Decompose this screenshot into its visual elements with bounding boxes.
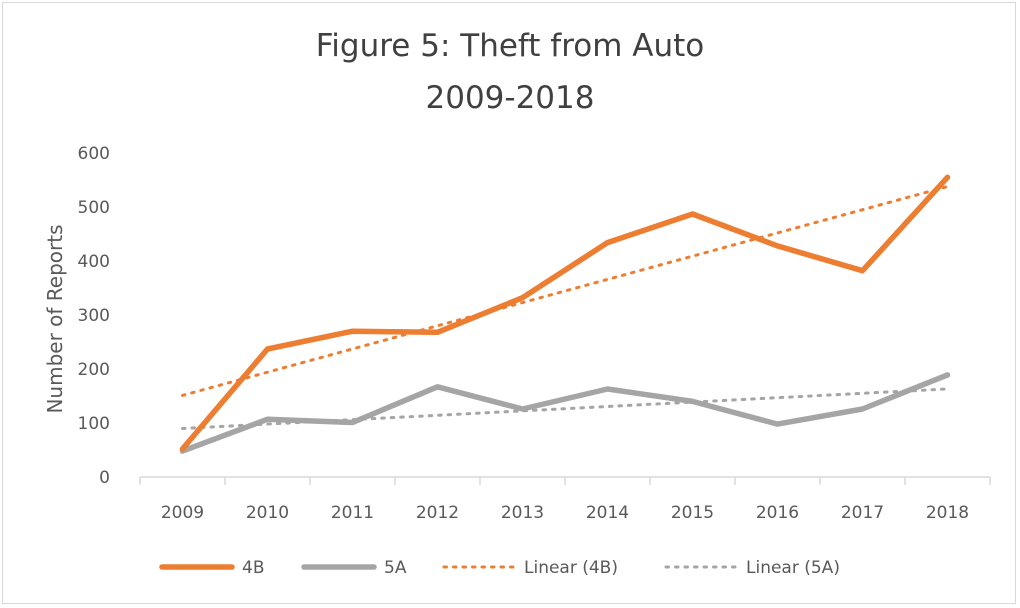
x-tick-label: 2012 <box>416 503 459 523</box>
x-tick-label: 2015 <box>671 503 714 523</box>
x-tick-label: 2017 <box>841 503 884 523</box>
y-axis-ticks: 0 100 200 300 400 500 600 <box>78 144 110 488</box>
y-tick-label: 500 <box>78 198 110 218</box>
y-tick-label: 300 <box>78 306 110 326</box>
y-tick-label: 600 <box>78 144 110 164</box>
x-tick-label: 2013 <box>501 503 544 523</box>
legend-label: 5A <box>384 558 407 578</box>
x-tick-label: 2010 <box>246 503 289 523</box>
trendline-5a <box>181 387 949 430</box>
y-tick-label: 0 <box>99 468 110 488</box>
chart-title: Figure 5: Theft from Auto <box>315 28 705 64</box>
x-tick-label: 2016 <box>756 503 799 523</box>
trendline-4b <box>181 185 949 397</box>
trendlines <box>181 185 949 430</box>
legend-label: 4B <box>242 558 264 578</box>
series-line-4b <box>179 174 951 452</box>
x-tick-label: 2018 <box>926 503 969 523</box>
x-axis-ticks: 2009 2010 2011 2012 2013 2014 2015 2016 2017 2018 <box>139 477 991 523</box>
x-tick-label: 2014 <box>586 503 629 523</box>
legend-label: Linear (4B) <box>524 558 618 578</box>
y-axis-label: Number of Reports <box>43 224 67 413</box>
y-tick-label: 100 <box>78 414 110 434</box>
series-line-5a <box>179 372 951 454</box>
legend-label: Linear (5A) <box>746 558 840 578</box>
x-tick-label: 2009 <box>161 503 204 523</box>
series-lines <box>179 174 951 454</box>
legend: 4B 5A Linear (4B) Linear (5A) <box>159 558 840 578</box>
x-tick-label: 2011 <box>331 503 374 523</box>
chart-subtitle: 2009-2018 <box>425 80 595 116</box>
y-tick-label: 400 <box>78 252 110 272</box>
y-tick-label: 200 <box>78 360 110 380</box>
